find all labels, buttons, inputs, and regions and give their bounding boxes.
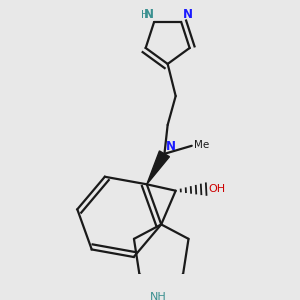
Text: Me: Me [194,140,209,150]
Text: OH: OH [208,184,225,194]
Text: N: N [166,140,176,152]
Text: H: H [141,10,149,20]
Text: N: N [143,8,153,21]
Text: NH: NH [150,292,166,300]
Text: N: N [182,8,193,21]
Polygon shape [147,151,169,184]
